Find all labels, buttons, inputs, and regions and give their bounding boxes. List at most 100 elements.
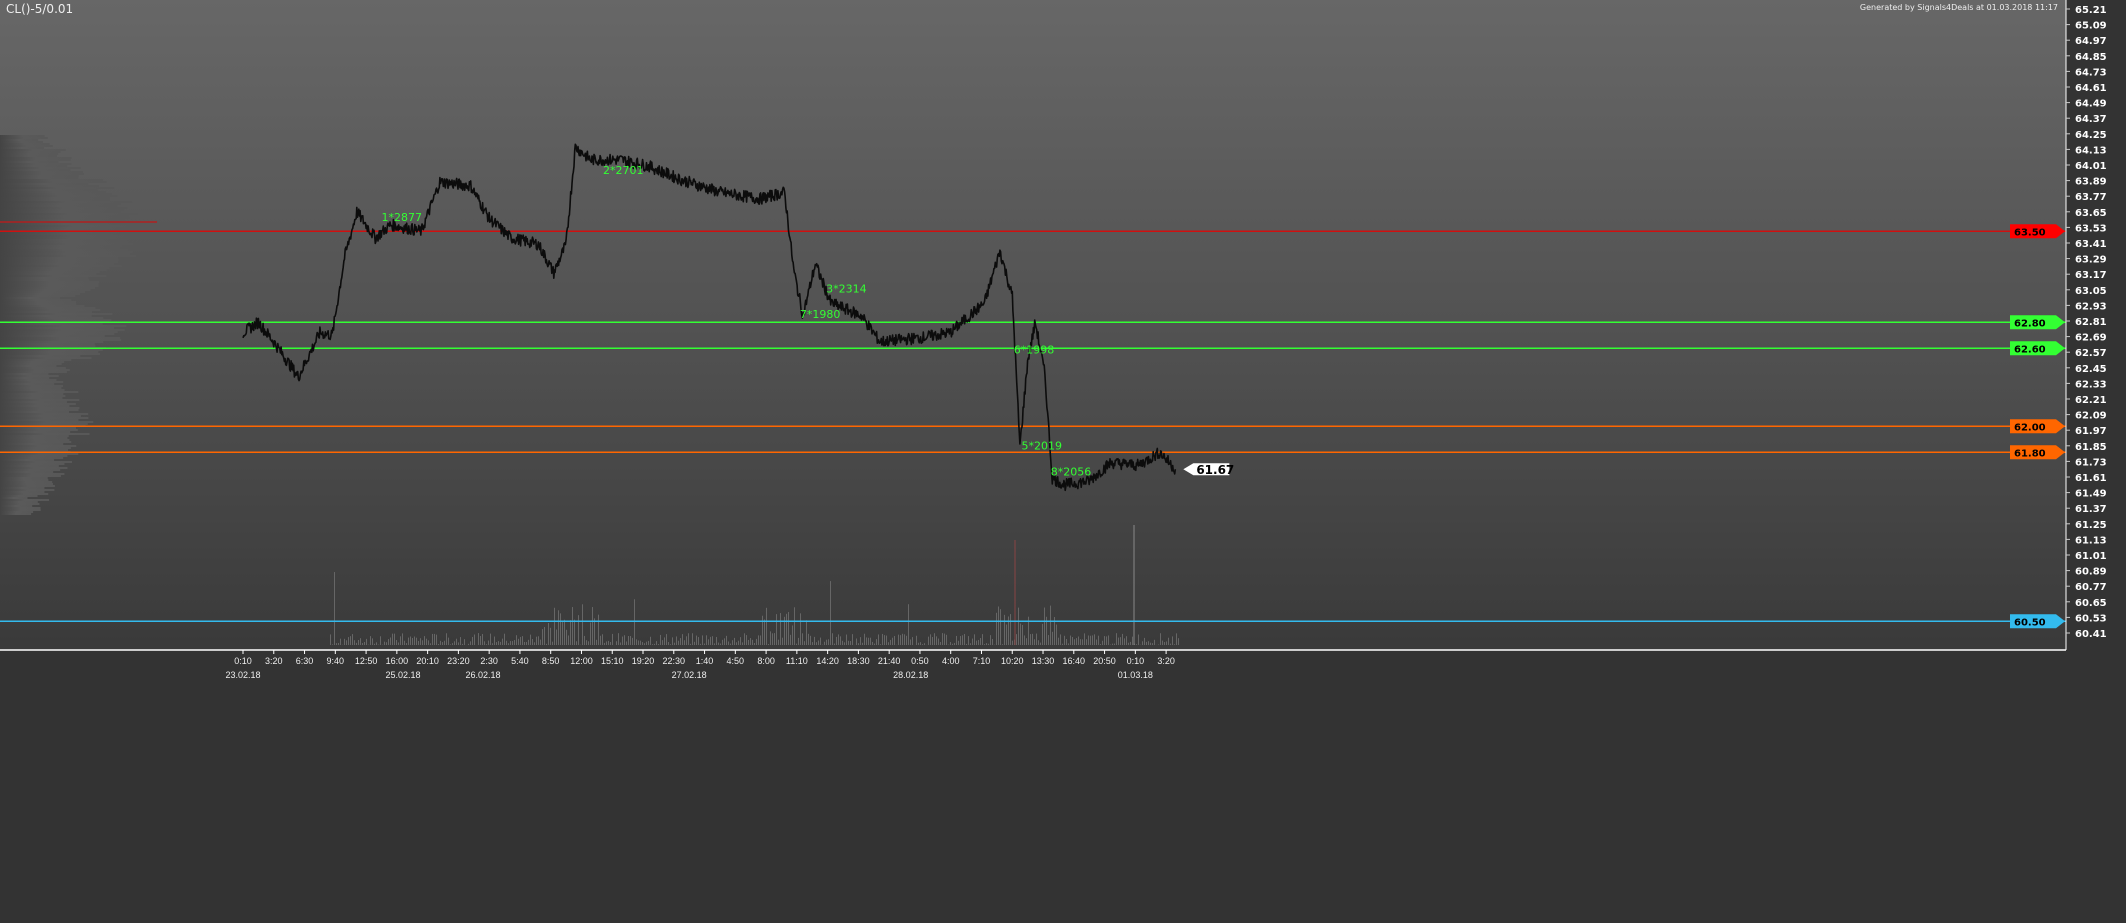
signal-annotation: 3*2314	[826, 282, 867, 295]
volume-bar	[400, 636, 401, 645]
price-tick-label: 61.97	[2075, 426, 2107, 437]
price-tick-label: 62.21	[2075, 395, 2107, 406]
volume-bar	[1074, 639, 1075, 645]
volume-profile-bar	[0, 265, 122, 267]
volume-bar	[542, 629, 543, 645]
volume-bar	[370, 636, 371, 645]
volume-bar	[690, 643, 691, 645]
volume-bar	[1080, 639, 1081, 645]
volume-bar	[694, 641, 695, 645]
volume-bar	[920, 642, 921, 645]
volume-bar	[968, 636, 969, 645]
volume-bar	[1020, 623, 1021, 645]
volume-bar	[618, 633, 619, 645]
volume-bar	[666, 634, 667, 645]
volume-bar	[1048, 635, 1049, 645]
volume-bar	[650, 636, 651, 645]
volume-bar	[692, 633, 693, 645]
volume-profile-bar	[0, 407, 80, 409]
volume-profile-bar	[0, 447, 71, 449]
volume-profile-bar	[0, 437, 68, 439]
volume-bar	[520, 636, 521, 645]
volume-profile-bar	[0, 193, 112, 195]
volume-profile-bar	[0, 215, 129, 217]
volume-bar	[528, 639, 529, 645]
last-price-value: 61.67	[1196, 463, 1234, 477]
volume-bar	[1176, 633, 1177, 645]
volume-bar	[840, 636, 841, 645]
volume-profile-bar	[0, 431, 71, 433]
volume-profile-bar	[0, 341, 104, 343]
volume-bar	[388, 639, 389, 645]
time-tick-label: 19:20	[632, 656, 655, 666]
volume-profile-bar	[0, 409, 79, 411]
volume-bar	[1084, 633, 1085, 645]
volume-bar	[562, 622, 563, 645]
volume-profile-bar	[0, 479, 49, 481]
volume-bar	[452, 643, 453, 645]
volume-bar	[336, 643, 337, 645]
price-tick-label: 61.73	[2075, 457, 2107, 468]
volume-profile-bar	[0, 489, 55, 491]
volume-bar	[800, 613, 801, 645]
volume-profile-bar	[0, 397, 63, 399]
volume-profile-bar	[0, 145, 53, 147]
volume-bar	[672, 637, 673, 645]
volume-profile-bar	[0, 413, 89, 415]
volume-profile-bar	[0, 469, 61, 471]
volume-bar	[398, 642, 399, 645]
volume-bar	[352, 634, 353, 645]
volume-bar	[1028, 616, 1029, 645]
volume-bar	[892, 637, 893, 645]
volume-bar	[468, 643, 469, 645]
price-tick-label: 60.53	[2075, 613, 2107, 624]
volume-bar	[1104, 636, 1105, 645]
volume-profile-bar	[0, 463, 65, 465]
volume-bar	[744, 633, 745, 645]
price-tick-label: 60.65	[2075, 598, 2107, 609]
volume-profile-bar	[0, 457, 64, 459]
volume-profile-bar	[0, 271, 100, 273]
volume-profile-bar	[0, 465, 59, 467]
volume-profile-bar	[0, 509, 41, 511]
volume-profile-bar	[0, 297, 61, 299]
volume-bar	[952, 643, 953, 645]
volume-bar	[674, 642, 675, 645]
volume-profile-bar	[0, 433, 90, 435]
volume-bar	[554, 607, 555, 645]
volume-bar	[1108, 635, 1109, 645]
volume-bar	[788, 612, 789, 645]
volume-profile-bar	[0, 263, 115, 265]
volume-bar	[686, 636, 687, 645]
volume-profile-bar	[0, 481, 53, 483]
volume-profile-bar	[0, 329, 125, 331]
volume-bar	[656, 641, 657, 645]
volume-bar	[722, 639, 723, 645]
volume-profile-bar	[0, 289, 91, 291]
level-price-label: 61.80	[2014, 448, 2046, 459]
volume-bar	[1058, 637, 1059, 645]
volume-profile-bar	[0, 483, 53, 485]
volume-bar	[638, 640, 639, 645]
price-axis[interactable]	[2066, 0, 2126, 923]
volume-bar	[460, 637, 461, 645]
time-tick-label: 5:40	[511, 656, 529, 666]
volume-profile-bar	[0, 287, 95, 289]
time-tick-label: 4:00	[942, 656, 960, 666]
volume-bar	[1038, 640, 1039, 645]
volume-profile-bar	[0, 171, 84, 173]
volume-bar	[802, 633, 803, 645]
price-tick-label: 63.77	[2075, 192, 2107, 203]
volume-profile-bar	[0, 491, 45, 493]
volume-bar	[1076, 638, 1077, 645]
volume-bar	[880, 644, 881, 645]
volume-bar	[808, 633, 809, 645]
volume-profile-bar	[0, 471, 54, 473]
volume-bar	[432, 633, 433, 645]
volume-bar	[602, 634, 603, 645]
volume-profile-bar	[0, 373, 49, 375]
volume-profile-bar	[0, 135, 45, 137]
price-tick-label: 61.85	[2075, 442, 2107, 453]
volume-profile-bar	[0, 441, 72, 443]
